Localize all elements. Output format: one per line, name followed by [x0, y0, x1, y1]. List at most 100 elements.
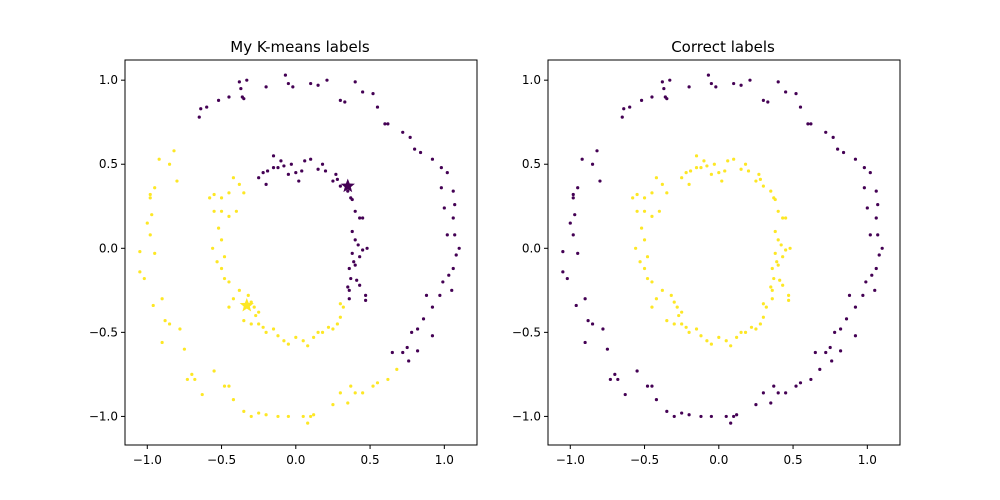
kmeans-point — [283, 73, 288, 77]
kmeans-point — [395, 367, 399, 371]
kmeans-point — [390, 350, 394, 355]
correct-point — [873, 288, 877, 292]
correct-point — [874, 266, 878, 271]
kmeans-point — [353, 263, 357, 267]
correct-point — [876, 202, 880, 207]
kmeans-point — [358, 255, 362, 259]
correct-point — [724, 339, 728, 343]
correct-point — [865, 206, 869, 210]
kmeans-point — [249, 414, 253, 419]
correct-point — [723, 169, 727, 173]
correct-point — [779, 243, 783, 247]
kmeans-point — [312, 335, 316, 339]
correct-point — [583, 297, 587, 301]
kmeans-point — [222, 255, 227, 259]
correct-point — [642, 196, 647, 200]
correct-point — [605, 347, 610, 351]
correct-point — [709, 414, 713, 419]
correct-point — [798, 381, 803, 385]
kmeans-point — [361, 90, 365, 94]
kmeans-point — [358, 216, 362, 220]
kmeans-point — [276, 414, 280, 419]
kmeans-point — [442, 206, 446, 210]
kmeans-point — [271, 327, 276, 331]
kmeans-point — [286, 172, 290, 176]
kmeans-point — [286, 414, 290, 419]
kmeans-point — [148, 233, 152, 237]
kmeans-point — [335, 322, 339, 326]
kmeans-point — [227, 280, 231, 284]
correct-point — [616, 377, 620, 382]
correct-point — [595, 149, 599, 153]
kmeans-point — [148, 196, 152, 200]
kmeans-point — [334, 172, 338, 176]
kmeans-point — [205, 105, 209, 109]
kmeans-point — [200, 392, 204, 397]
kmeans-point — [216, 226, 221, 230]
correct-point — [781, 255, 785, 259]
correct-point — [838, 349, 843, 353]
kmeans-point — [282, 339, 286, 343]
kmeans-point — [365, 246, 369, 250]
kmeans-point — [216, 98, 221, 102]
kmeans-point — [451, 189, 455, 193]
kmeans-panel-marks — [138, 73, 461, 425]
kmeans-point — [335, 177, 339, 181]
kmeans-point — [261, 325, 265, 329]
correct-point — [726, 159, 730, 163]
kmeans-point — [418, 150, 423, 155]
correct-point — [757, 172, 761, 176]
correct-point — [688, 169, 693, 173]
correct-point — [784, 248, 788, 252]
kmeans-x-tick-label: 0.5 — [361, 453, 380, 467]
kmeans-point — [331, 403, 335, 407]
correct-point — [761, 302, 765, 306]
correct-point — [680, 310, 684, 314]
kmeans-point — [237, 80, 241, 84]
correct-point — [770, 266, 774, 271]
correct-point — [781, 283, 785, 287]
kmeans-point — [407, 359, 411, 363]
correct-point — [772, 384, 776, 388]
kmeans-point — [294, 171, 298, 175]
kmeans-point — [356, 243, 360, 247]
correct-point — [787, 293, 791, 297]
kmeans-point — [242, 191, 246, 195]
kmeans-point — [331, 327, 335, 331]
kmeans-point — [286, 342, 290, 346]
correct-point — [824, 130, 828, 134]
correct-point — [586, 318, 590, 323]
kmeans-point — [231, 398, 236, 402]
kmeans-point — [386, 122, 390, 126]
kmeans-point — [300, 169, 304, 173]
kmeans-point — [222, 384, 227, 388]
correct-point — [758, 322, 762, 326]
kmeans-point — [350, 229, 354, 234]
kmeans-point — [371, 92, 375, 96]
kmeans-point — [163, 318, 167, 323]
kmeans-point — [309, 414, 313, 419]
correct-x-tick-label: 0.0 — [709, 453, 728, 467]
correct-point — [830, 359, 834, 363]
correct-point — [650, 280, 654, 284]
kmeans-point — [353, 391, 357, 395]
kmeans-point — [279, 159, 283, 163]
kmeans-point — [355, 278, 359, 282]
kmeans-panel-frame — [124, 59, 478, 446]
kmeans-point — [150, 213, 154, 217]
kmeans-point — [441, 280, 445, 284]
kmeans-point — [453, 202, 457, 207]
kmeans-point — [375, 381, 380, 385]
kmeans-point — [408, 135, 412, 139]
correct-point — [732, 81, 736, 86]
kmeans-y-tick-label: 0.5 — [99, 157, 118, 171]
kmeans-y-tick-label: 0.0 — [99, 241, 118, 255]
kmeans-x-tick-label: −0.5 — [207, 453, 236, 467]
correct-point — [739, 167, 743, 171]
correct-point — [650, 95, 654, 99]
kmeans-point — [234, 209, 238, 213]
kmeans-point — [190, 372, 194, 376]
kmeans-point — [326, 325, 331, 329]
kmeans-point — [148, 192, 152, 197]
kmeans-point — [219, 209, 224, 213]
